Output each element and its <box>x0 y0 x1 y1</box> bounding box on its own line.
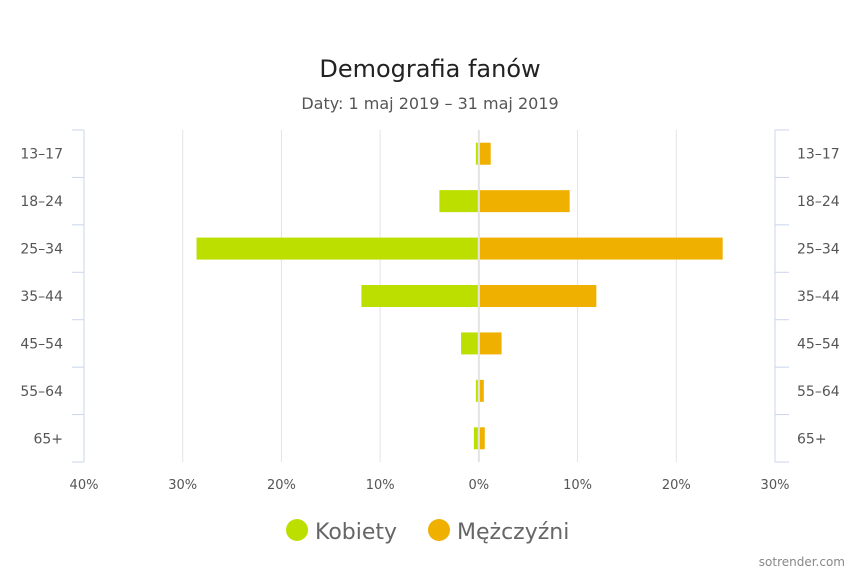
bar-kobiety <box>475 379 478 402</box>
y-label-left: 13–17 <box>20 147 63 163</box>
legend-label: Kobiety <box>315 520 397 545</box>
bar-kobiety <box>475 142 478 165</box>
y-label-right: 65+ <box>797 431 827 447</box>
y-label-left: 65+ <box>33 431 63 447</box>
x-tick-label: 0% <box>469 478 490 493</box>
y-label-right: 13–17 <box>797 147 840 163</box>
x-tick-label: 40% <box>70 478 99 493</box>
chart-title: Demografia fanów <box>319 55 540 83</box>
y-label-right: 18–24 <box>797 194 840 210</box>
x-tick-label: 20% <box>662 478 691 493</box>
y-label-right: 55–64 <box>797 384 840 400</box>
x-tick-label: 10% <box>366 478 395 493</box>
bar-kobiety <box>361 285 478 307</box>
legend-item-mezczyzni[interactable]: Mężczyźni <box>428 519 569 545</box>
legend-label: Mężczyźni <box>457 520 569 545</box>
bar-kobiety <box>196 237 478 260</box>
chart-subtitle: Daty: 1 maj 2019 – 31 maj 2019 <box>301 94 558 113</box>
credit[interactable]: sotrender.com <box>759 555 845 569</box>
legend: Kobiety Mężczyźni <box>286 519 569 545</box>
y-label-right: 35–44 <box>797 289 840 305</box>
x-tick-label: 30% <box>168 478 197 493</box>
legend-item-kobiety[interactable]: Kobiety <box>286 519 397 545</box>
y-label-left: 25–34 <box>20 242 63 258</box>
bar-kobiety <box>439 190 478 213</box>
y-label-left: 18–24 <box>20 194 63 210</box>
x-tick-label: 10% <box>563 478 592 493</box>
bar-mężczyźni <box>479 142 491 165</box>
y-label-left: 55–64 <box>20 384 63 400</box>
bar-mężczyźni <box>479 427 485 450</box>
bar-mężczyźni <box>479 237 723 260</box>
y-label-right: 45–54 <box>797 336 840 352</box>
legend-marker <box>428 519 450 541</box>
legend-marker <box>286 519 308 541</box>
x-tick-label: 20% <box>267 478 296 493</box>
y-label-right: 25–34 <box>797 242 840 258</box>
bar-kobiety <box>461 332 478 355</box>
bar-mężczyźni <box>479 332 502 355</box>
bar-kobiety <box>473 427 478 450</box>
bar-mężczyźni <box>479 190 570 213</box>
y-label-left: 45–54 <box>20 336 63 352</box>
y-label-left: 35–44 <box>20 289 63 305</box>
bar-mężczyźni <box>479 379 484 402</box>
x-tick-label: 30% <box>761 478 790 493</box>
bar-mężczyźni <box>479 285 597 307</box>
